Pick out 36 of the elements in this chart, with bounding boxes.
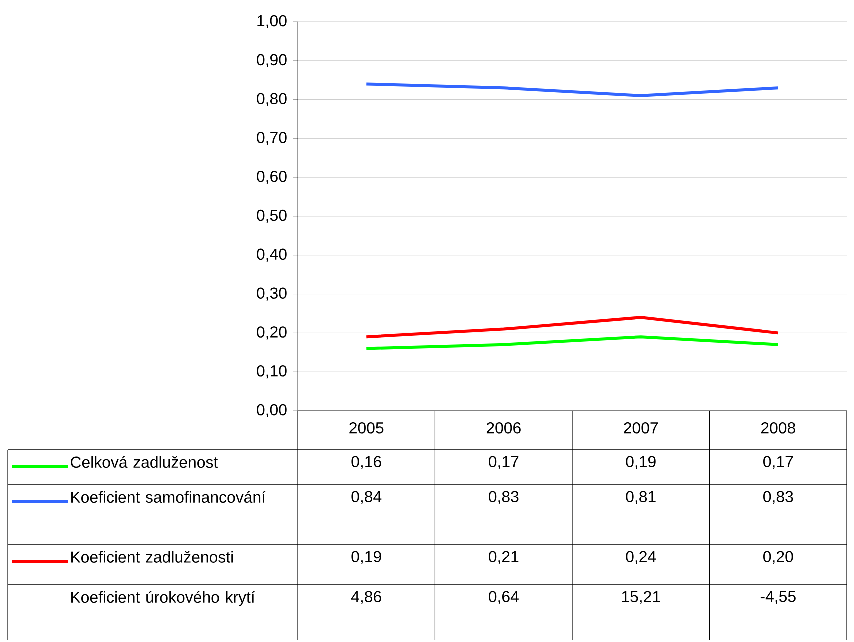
y-tick-label: 0,00: [257, 404, 287, 418]
y-tick-label: 1,00: [258, 15, 287, 29]
data-label: 0,20: [764, 551, 794, 564]
data-label: 0,83: [764, 491, 794, 504]
text: 15,21: [622, 591, 660, 604]
legend-label: Koeficient zadluženosti: [72, 551, 234, 563]
text: Koeficient úrokového krytí: [72, 591, 256, 606]
x-tick-label: 2008: [761, 422, 796, 434]
y-tick-label: 0,70: [257, 132, 287, 146]
legend-label: Koeficient samofinancování: [72, 491, 266, 504]
y-tick-label: 0,90: [257, 54, 287, 68]
y-tick-label: 0,40: [257, 248, 287, 262]
line-series: [365, 316, 780, 339]
y-tick-label: 0,10: [257, 366, 287, 379]
y-tick-label: 0,60: [257, 171, 287, 184]
text: -4,55: [760, 591, 796, 604]
data-label: 0,17: [764, 456, 794, 470]
legend-label: Celková zadluženost: [71, 456, 218, 468]
x-tick-label: 2005: [350, 422, 384, 434]
data-label: 0,24: [626, 551, 656, 564]
y-tick-label: 0,20: [257, 326, 287, 340]
data-label: 0,81: [626, 491, 656, 504]
x-tick-label: 2007: [624, 422, 658, 434]
data-label: 0,16: [352, 456, 382, 470]
x-tick-label: 2006: [486, 422, 521, 434]
data-label: 0,21: [489, 551, 519, 564]
data-label: 0,17: [489, 456, 519, 470]
data-label: 0,19: [352, 551, 382, 564]
data-label: 0,83: [489, 491, 519, 504]
y-tick-label: 0,80: [257, 93, 287, 106]
text: 4,86: [351, 591, 382, 604]
text: 0,64: [489, 591, 519, 604]
data-label: 0,19: [626, 456, 656, 470]
y-tick-label: 0,30: [257, 288, 287, 301]
data-label: 0,84: [352, 491, 382, 504]
y-tick-label: 0,50: [257, 210, 287, 224]
